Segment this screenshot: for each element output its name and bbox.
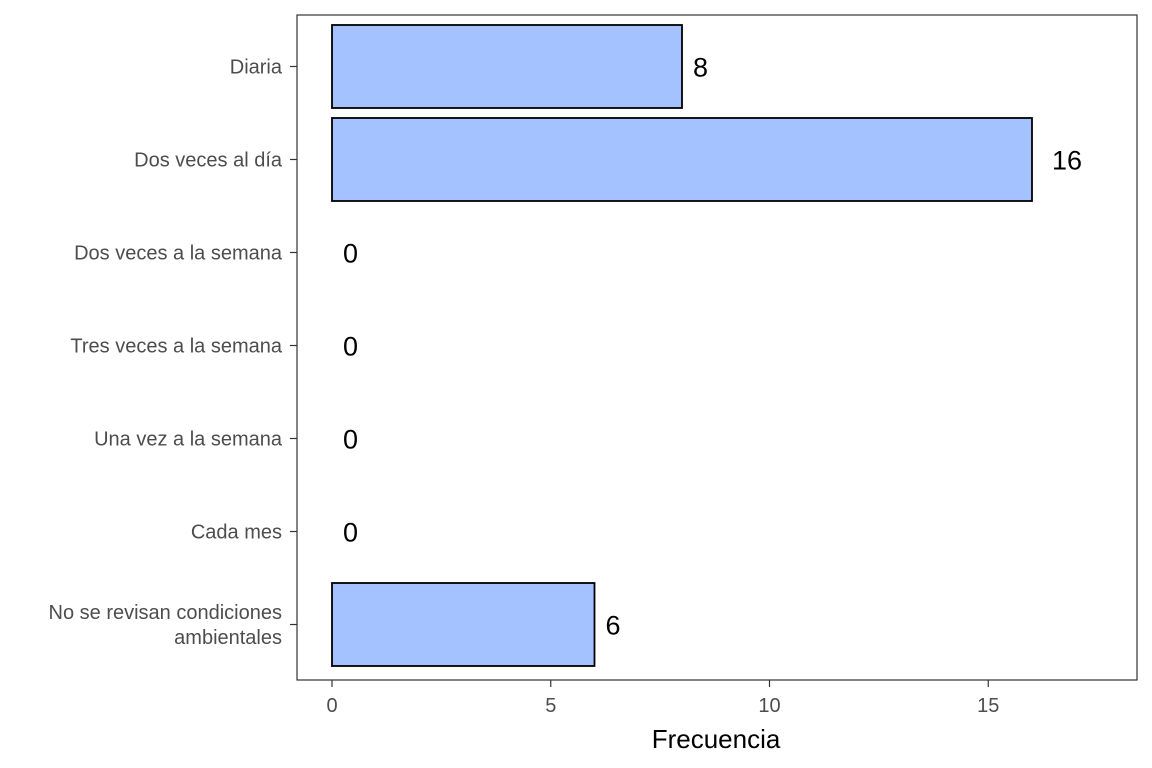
y-tick-label-1: Dos veces al día [134,150,283,172]
data-label-5: 0 [343,518,358,548]
x-tick-label-0: 0 [326,695,337,717]
x-tick-label-3: 15 [977,695,999,717]
y-tick-label-line: Dos veces a la semana [74,243,283,265]
data-label-6: 6 [606,611,621,641]
data-label-2: 0 [343,239,358,269]
y-tick-label-3: Tres veces a la semana [70,336,282,358]
y-tick-label-line: ambientales [174,627,282,649]
x-tick-label-2: 10 [758,695,780,717]
y-axis: Diaria Dos veces al día Dos veces a la sem… [49,57,297,649]
data-label-0: 8 [693,53,708,83]
x-axis: 0 5 10 15 [326,680,999,717]
y-tick-label-line: Una vez a la semana [94,429,283,451]
y-tick-label-line: Diaria [230,57,283,79]
y-tick-label-line: Dos veces al día [134,150,283,172]
y-tick-label-line: No se revisan condiciones [49,602,282,624]
y-tick-label-line: Tres veces a la semana [70,336,282,358]
y-tick-label-4: Una vez a la semana [94,429,283,451]
data-label-1: 16 [1052,146,1082,176]
data-labels: 8 16 0 0 0 0 6 [343,53,1082,641]
y-tick-label-2: Dos veces a la semana [74,243,283,265]
plot-panel [296,14,1138,681]
bar-1 [331,117,1033,202]
y-tick-label-line: Cada mes [191,522,282,544]
bar-0 [331,24,683,109]
bars [331,24,1033,667]
y-tick-label-6: No se revisan condiciones ambientales [49,602,282,649]
data-label-4: 0 [343,425,358,455]
y-tick-label-5: Cada mes [191,522,282,544]
x-tick-label-1: 5 [545,695,556,717]
bar-6 [331,582,596,667]
x-axis-title: Frecuencia [652,724,781,754]
y-tick-label-0: Diaria [230,57,283,79]
data-label-3: 0 [343,332,358,362]
